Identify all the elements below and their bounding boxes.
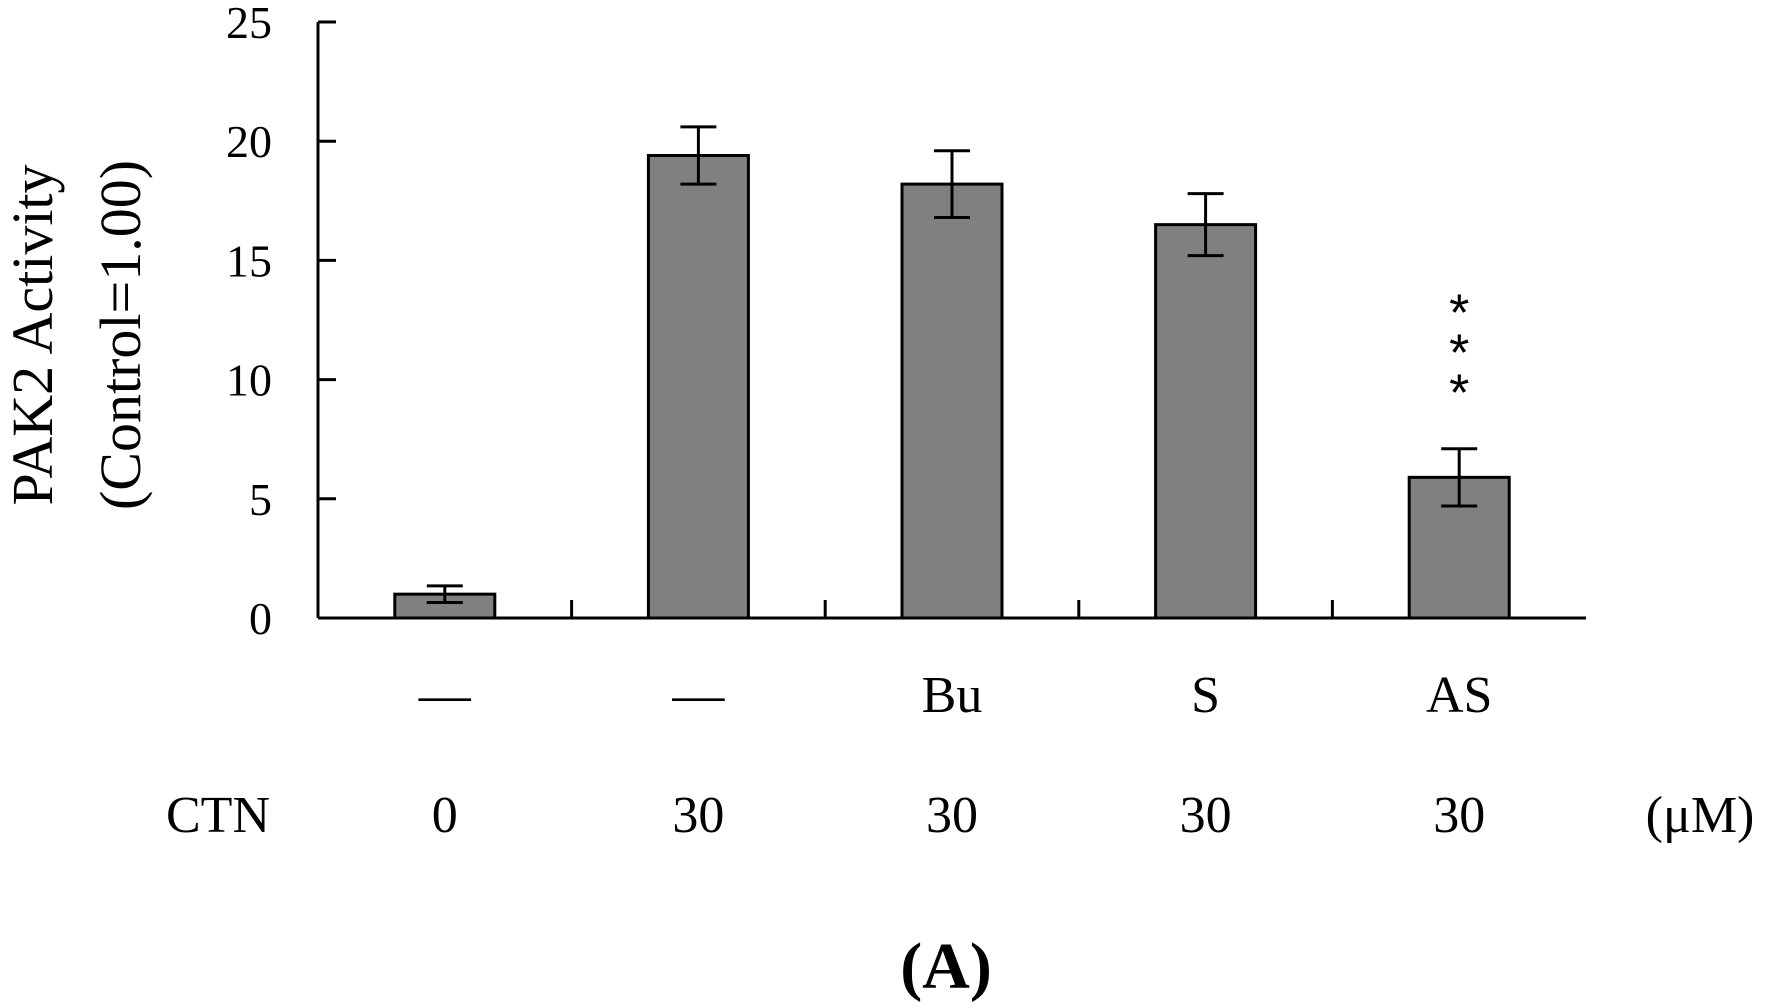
ctn-concentration-label: 30 <box>926 787 978 844</box>
y-tick-label: 0 <box>249 593 272 644</box>
bar <box>646 154 750 620</box>
category-label: AS <box>1426 667 1492 724</box>
ctn-concentration-label: 30 <box>1433 787 1485 844</box>
panel-label: (A) <box>900 930 992 1003</box>
y-tick-label: 10 <box>226 355 272 406</box>
significance-star: * <box>1449 325 1469 383</box>
category-label: — <box>418 667 472 724</box>
ctn-concentration-label: 30 <box>672 787 724 844</box>
unit-label: (μM) <box>1646 787 1755 844</box>
ctn-concentration-label: 30 <box>1180 787 1232 844</box>
category-label: Bu <box>922 667 983 724</box>
y-axis-title-line2: (Control=1.00) <box>88 160 153 510</box>
ctn-concentration-label: 0 <box>432 787 458 844</box>
y-tick-label: 5 <box>249 474 272 525</box>
y-tick-label: 25 <box>226 0 272 48</box>
y-tick-label: 15 <box>226 235 272 286</box>
significance-star: * <box>1449 285 1469 343</box>
bar <box>1154 223 1258 620</box>
ctn-row-label: CTN <box>166 787 270 844</box>
significance-star: * <box>1449 365 1469 423</box>
y-tick-label: 20 <box>226 116 272 167</box>
category-label: S <box>1191 667 1220 724</box>
y-axis-title-line1: PAK2 Activity <box>0 164 65 505</box>
bar <box>900 182 1004 620</box>
category-label: — <box>671 667 725 724</box>
